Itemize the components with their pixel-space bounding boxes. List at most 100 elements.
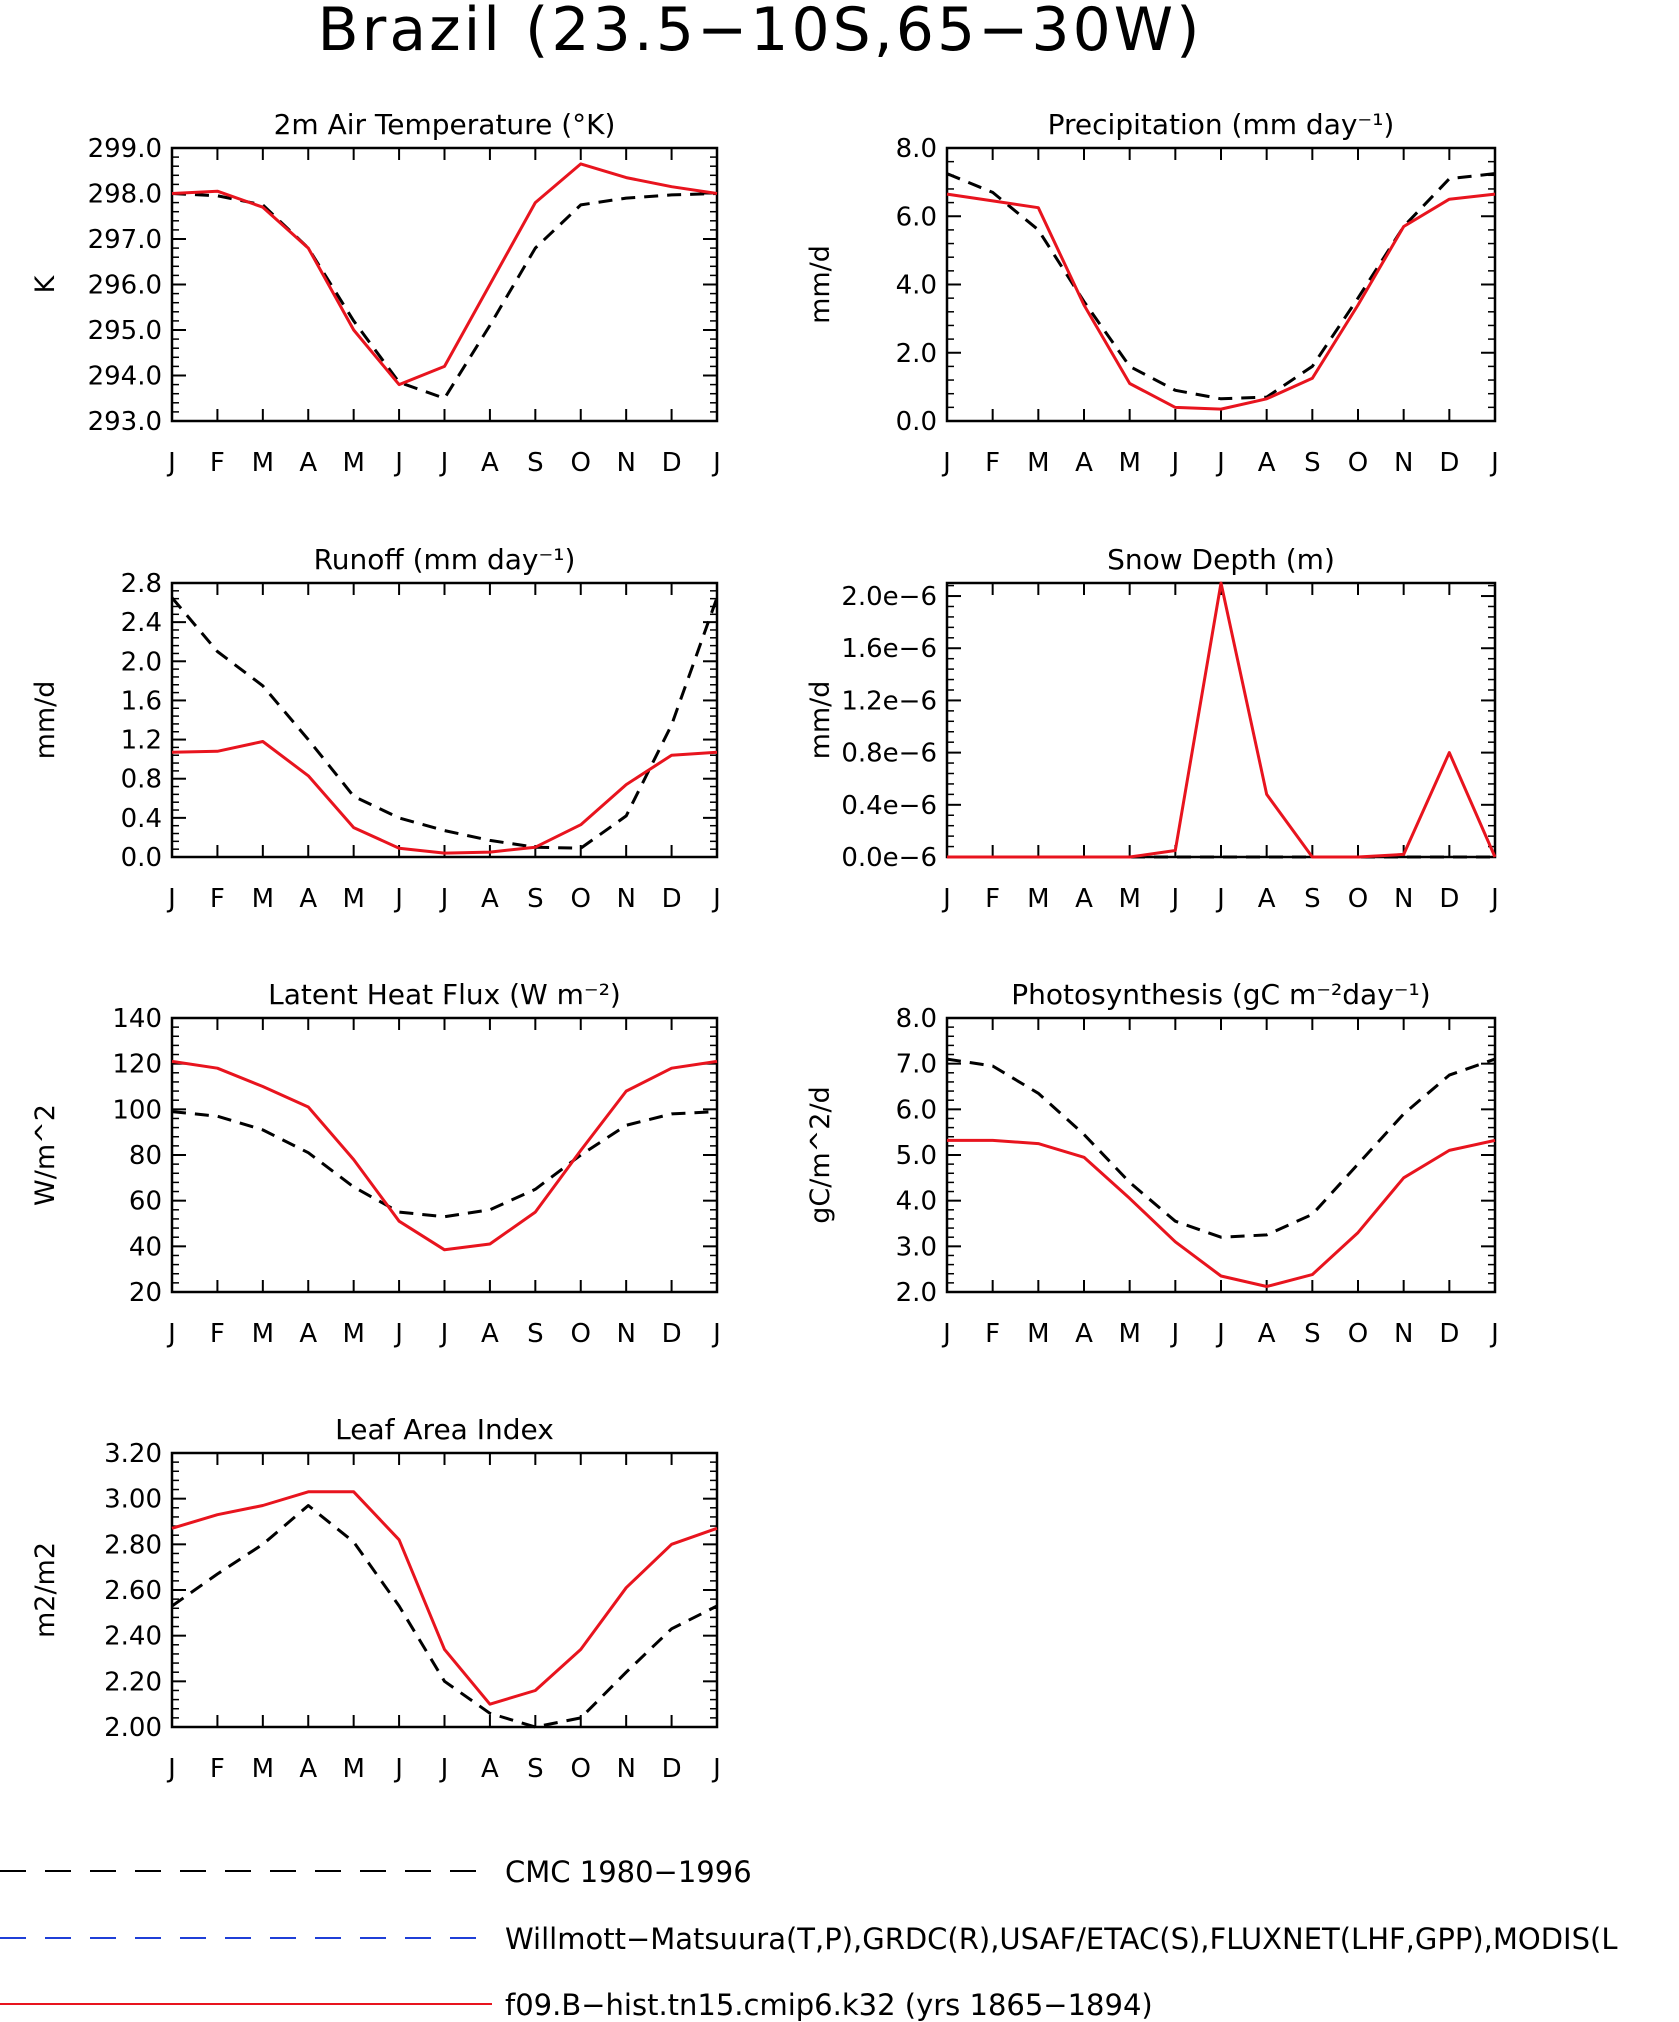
- legend-label: Willmott−Matsuura(T,P),GRDC(R),USAF/ETAC…: [505, 1922, 1618, 1956]
- y-tick-label: 299.0: [88, 134, 162, 164]
- y-tick-label: 2.0: [896, 1278, 937, 1308]
- y-axis-label: m2/m2: [30, 1542, 61, 1638]
- legend-label: CMC 1980−1996: [505, 1855, 752, 1889]
- x-tick-label: J: [1169, 448, 1179, 478]
- x-tick-label: J: [711, 1754, 721, 1784]
- series-line-model: [946, 192, 1496, 411]
- x-tick-label: O: [571, 1319, 591, 1349]
- x-tick-label: M: [342, 1754, 364, 1784]
- y-tick-label: 297.0: [88, 225, 162, 255]
- x-tick-label: J: [941, 1319, 951, 1349]
- y-tick-label: 0.4: [121, 804, 162, 834]
- y-tick-label: 4.0: [896, 271, 937, 301]
- x-tick-label: A: [1258, 1319, 1276, 1349]
- x-tick-label: F: [210, 1319, 225, 1349]
- x-tick-label: J: [393, 884, 403, 914]
- series-line-obs: [171, 192, 718, 400]
- x-tick-label: A: [481, 884, 499, 914]
- x-tick-label: J: [393, 1319, 403, 1349]
- x-tick-label: J: [1215, 884, 1225, 914]
- x-tick-label: J: [1489, 448, 1499, 478]
- series-line-model: [947, 581, 1497, 859]
- y-tick-label: 120: [112, 1050, 162, 1080]
- x-tick-label: J: [1489, 884, 1499, 914]
- y-tick-label: 100: [112, 1095, 162, 1125]
- x-tick-label: M: [252, 1319, 274, 1349]
- x-tick-label: J: [1169, 1319, 1179, 1349]
- x-tick-label: F: [985, 884, 1000, 914]
- x-tick-label: N: [1394, 448, 1413, 478]
- panel-title: Snow Depth (m): [1107, 543, 1335, 576]
- y-tick-label: 6.0: [896, 1095, 937, 1125]
- y-tick-label: 294.0: [88, 362, 162, 392]
- y-tick-label: 5.0: [896, 1141, 937, 1171]
- y-tick-label: 3.0: [896, 1232, 937, 1262]
- x-tick-label: S: [527, 1319, 544, 1349]
- x-tick-label: F: [210, 448, 225, 478]
- plot-frame: [170, 581, 719, 859]
- y-tick-label: 3.00: [104, 1485, 162, 1515]
- y-tick-label: 140: [112, 1004, 162, 1034]
- x-tick-label: M: [252, 1754, 274, 1784]
- legend-label: f09.B−hist.tn15.cmip6.k32 (yrs 1865−1894…: [505, 1988, 1153, 2022]
- x-tick-label: A: [1258, 884, 1276, 914]
- x-tick-label: A: [299, 1319, 317, 1349]
- panel-title: Runoff (mm day⁻¹): [314, 543, 576, 576]
- y-tick-label: 0.0: [896, 407, 937, 437]
- y-tick-label: 2.80: [104, 1530, 162, 1560]
- plot-frame: [945, 581, 1497, 859]
- x-tick-label: O: [1348, 448, 1368, 478]
- x-tick-label: O: [1348, 1319, 1368, 1349]
- y-tick-label: 2.0: [896, 339, 937, 369]
- series-line-obs: [171, 1504, 718, 1729]
- chart-panel-4: Snow Depth (m) mm/d 0.0e−6 0.4e−6 0.8e−6 1.2e…: [805, 543, 1499, 914]
- x-tick-label: M: [1118, 448, 1140, 478]
- y-tick-label: 1.6: [121, 686, 162, 716]
- x-tick-label: M: [342, 1319, 364, 1349]
- y-tick-label: 60: [129, 1187, 162, 1217]
- x-tick-label: A: [1075, 1319, 1093, 1349]
- x-tick-label: D: [1439, 448, 1459, 478]
- chart-panel-5: Latent Heat Flux (W m⁻²) W/m^2 20 40 60 80 100…: [30, 978, 721, 1349]
- x-tick-label: S: [527, 884, 544, 914]
- y-tick-label: 0.8: [121, 765, 162, 795]
- x-tick-label: J: [393, 448, 403, 478]
- y-tick-label: 20: [129, 1278, 162, 1308]
- x-tick-label: D: [1439, 884, 1459, 914]
- panel-title: 2m Air Temperature (°K): [274, 108, 616, 141]
- panel-title: Precipitation (mm day⁻¹): [1048, 108, 1395, 141]
- x-tick-label: M: [1118, 1319, 1140, 1349]
- x-tick-label: S: [527, 1754, 544, 1784]
- x-tick-label: M: [1027, 448, 1049, 478]
- panel-title: Leaf Area Index: [335, 1413, 554, 1446]
- figure-title: Brazil (23.5−10S,65−30W): [318, 0, 1203, 65]
- y-tick-label: 1.2: [121, 726, 162, 756]
- y-tick-label: 0.8e−6: [841, 739, 937, 769]
- y-tick-label: 298.0: [88, 180, 162, 210]
- y-tick-label: 2.00: [104, 1713, 162, 1743]
- panels: 2m Air Temperature (°K) K 293.0 294.0 295.0 2…: [30, 108, 1499, 1784]
- y-axis-label: mm/d: [30, 681, 61, 760]
- y-tick-label: 2.60: [104, 1576, 162, 1606]
- y-tick-label: 295.0: [88, 316, 162, 346]
- y-tick-label: 0.0e−6: [841, 843, 937, 873]
- x-tick-label: F: [985, 448, 1000, 478]
- series-line-obs: [170, 596, 719, 850]
- chart-panel-7: Leaf Area Index m2/m2 2.00 2.20 2.40 2.60 2.80…: [30, 1413, 721, 1784]
- x-tick-label: J: [941, 884, 951, 914]
- x-tick-label: J: [711, 884, 721, 914]
- x-tick-label: O: [571, 1754, 591, 1784]
- x-tick-label: M: [1118, 884, 1140, 914]
- x-tick-label: F: [985, 1319, 1000, 1349]
- y-tick-label: 40: [129, 1232, 162, 1262]
- y-tick-label: 7.0: [896, 1050, 937, 1080]
- panel-title: Latent Heat Flux (W m⁻²): [268, 978, 621, 1011]
- x-tick-label: F: [210, 1754, 225, 1784]
- x-tick-label: N: [616, 448, 635, 478]
- chart-panel-3: Runoff (mm day⁻¹) mm/d 0.0 0.4 0.8 1.2 1.6 2.0 2…: [30, 543, 721, 914]
- x-tick-label: D: [662, 1319, 682, 1349]
- x-tick-label: N: [616, 884, 635, 914]
- x-tick-label: M: [1027, 884, 1049, 914]
- x-tick-label: J: [166, 884, 176, 914]
